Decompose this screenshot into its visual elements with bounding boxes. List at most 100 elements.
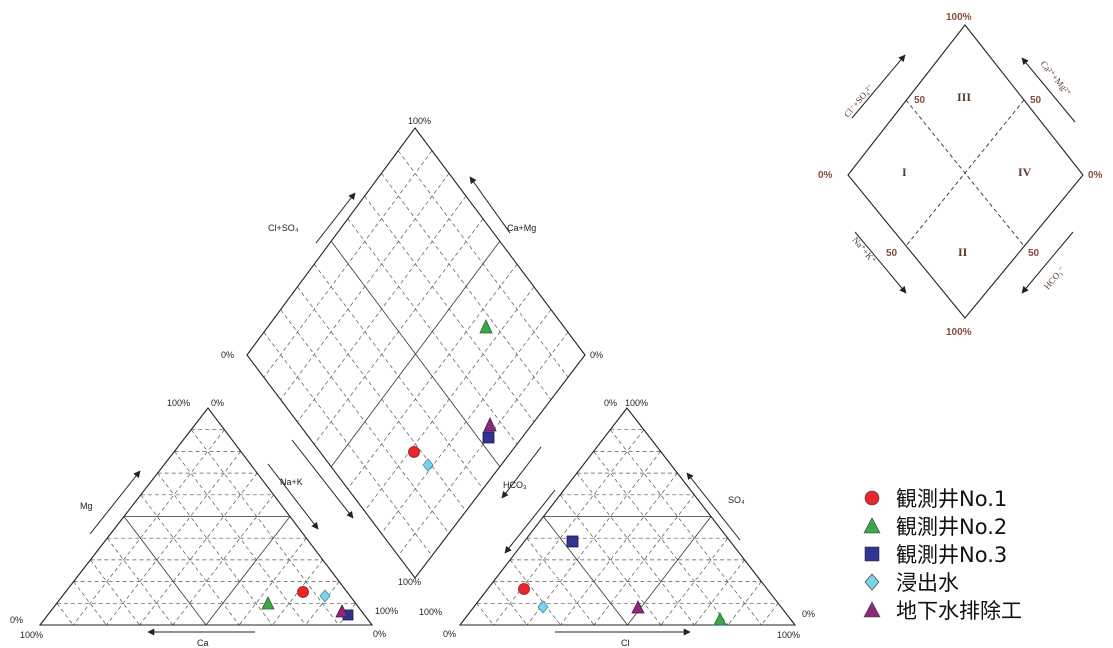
marker-drainage-cation [335, 604, 349, 618]
reference-zone-3: III [957, 90, 971, 104]
triangle-grid-line [72, 429, 225, 626]
triangle-grid-line [73, 581, 107, 626]
reference-arrow-lr [1021, 231, 1074, 294]
triangle-grid-line [56, 603, 74, 626]
reference-zone-1: I [902, 165, 907, 179]
reference-zone-2: II [958, 245, 968, 259]
cation-base-right-bottom: 0% [373, 629, 386, 639]
reference-fifty-ll: 50 [886, 248, 898, 259]
reference-axis-ll: Na⁺+K⁺ [850, 235, 878, 266]
legend-label: 浸出水 [896, 571, 959, 595]
reference-axis-ur: Ca²⁺+Mg²⁺ [1038, 59, 1073, 98]
triangle-grid-line [205, 516, 291, 626]
cation-apex-left: 100% [167, 398, 190, 408]
marker-leachate-diamond [422, 458, 434, 472]
diamond-outline [246, 127, 586, 579]
triangle-grid-line [610, 429, 762, 626]
cation-base-left-bottom: 100% [20, 630, 43, 640]
marker-leachate-anion [537, 600, 549, 614]
marker-well-3-diamond [482, 431, 495, 444]
triangle-grid-line [238, 537, 307, 626]
reference-zone-4: IV [1018, 165, 1032, 179]
reference-diamond: 100% 100% 0% 0% 50 50 50 50 III I IV II … [818, 12, 1103, 338]
diamond-label-bottom: 100% [398, 577, 421, 587]
arrow-nak [267, 463, 319, 530]
triangle-grid-line [493, 429, 645, 626]
marker-well-1-anion [518, 583, 530, 595]
diamond-midline-b [330, 240, 501, 468]
legend-item: 観測井No.1 [858, 484, 1108, 512]
triangle-grid-line [139, 472, 258, 626]
marker-well-1-cation [297, 586, 309, 598]
reference-label-right: 0% [1088, 170, 1103, 181]
marker-leachate-cation [319, 589, 331, 603]
triangle-grid-line [106, 451, 242, 626]
marker-drainage-diamond [483, 417, 497, 432]
legend-label: 地下水排除工 [896, 599, 1022, 623]
diamond-label-right: 0% [590, 350, 603, 360]
triangle-grid-line [627, 516, 712, 626]
cation-triangle-grid [56, 429, 356, 626]
piper-diamond: 100% 0% 0% 100% Cl+SO₄ Ca+Mg HCO₃ [221, 116, 603, 587]
triangle-grid-line [543, 516, 628, 626]
reference-fifty-ur: 50 [1030, 95, 1042, 106]
sample-points [261, 319, 727, 626]
arrow-ca-label: Ca [197, 638, 209, 648]
legend-marker-square [864, 546, 880, 562]
reference-axis-lr: HCO₃⁻ [1042, 264, 1067, 291]
legend-marker-triangle [863, 601, 881, 618]
legend-item: 浸出水 [858, 568, 1108, 596]
legend-label: 観測井No.1 [896, 487, 1008, 511]
triangle-grid-line [140, 494, 240, 626]
arrow-hco3-label: HCO₃ [503, 480, 527, 490]
triangle-grid-line [90, 559, 140, 626]
legend: 観測井No.1 観測井No.2 観測井No.3 浸出水 地下水排除工 [858, 484, 1108, 624]
anion-triangle-outline [458, 407, 797, 626]
reference-arrow-ul [851, 54, 906, 119]
cation-triangle-outline [38, 407, 374, 626]
marker-well-2-cation [261, 596, 275, 610]
reference-fifty-ul: 50 [914, 95, 926, 106]
anion-base-right: 0% [802, 609, 815, 619]
marker-well-1-diamond [408, 446, 420, 458]
reference-arrow-ur [1021, 57, 1076, 123]
arrow-hco3 [501, 446, 542, 499]
reference-label-bottom: 100% [946, 327, 972, 338]
legend-item: 地下水排除工 [858, 596, 1108, 624]
anion-base-left-top: 100% [419, 607, 442, 617]
anion-triangle-grid [476, 429, 779, 626]
legend-label: 観測井No.2 [896, 515, 1008, 539]
reference-label-top: 100% [946, 12, 972, 23]
arrow-so4 [686, 472, 741, 541]
reference-fifty-lr: 50 [1028, 248, 1040, 259]
marker-well-2-anion [713, 612, 727, 626]
triangle-grid-line [593, 451, 729, 626]
arrow-left-lower [291, 439, 354, 519]
triangle-grid-line [305, 581, 340, 626]
legend-marker-circle [864, 490, 880, 506]
triangle-grid-line [493, 581, 528, 626]
arrow-mg [89, 470, 141, 535]
triangle-grid-line [727, 581, 762, 626]
triangle-grid-line [338, 603, 356, 626]
anion-apex-left: 0% [604, 398, 617, 408]
legend-item: 観測井No.2 [858, 512, 1108, 540]
marker-well-2-diamond [479, 319, 493, 334]
triangle-grid-line [123, 516, 207, 626]
triangle-grid-line [476, 603, 494, 626]
cation-apex-right: 0% [211, 398, 224, 408]
legend-marker-diamond [864, 573, 880, 591]
triangle-grid-line [190, 429, 340, 626]
triangle-grid-line [761, 603, 779, 626]
triangle-grid-line [560, 472, 678, 626]
arrow-ca-mg [469, 176, 511, 234]
triangle-grid-line [660, 537, 729, 626]
triangle-grid-line [157, 472, 273, 626]
triangle-grid-line [576, 472, 695, 626]
triangle-grid-line [526, 537, 595, 626]
triangle-grid-line [174, 451, 306, 626]
diamond-label-top: 100% [408, 116, 431, 126]
marker-drainage-anion [631, 600, 645, 614]
reference-diamond-outline [847, 24, 1084, 319]
